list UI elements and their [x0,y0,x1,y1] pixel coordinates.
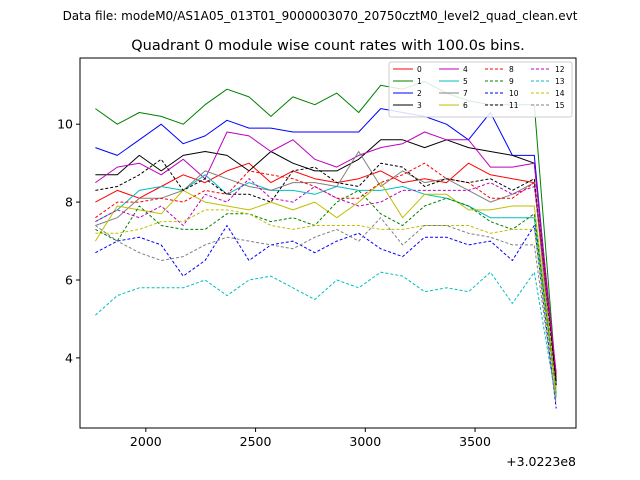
series-line-12 [95,178,557,374]
legend-label-10: 10 [509,89,519,98]
legend-label-0: 0 [417,65,422,74]
legend-label-6: 6 [463,101,468,110]
series-line-5 [95,174,557,393]
legend-label-15: 15 [555,101,565,110]
y-tick-label: 4 [65,350,73,365]
series-line-2 [95,108,557,386]
plot-area [79,57,577,429]
x-tick-label: 3000 [349,434,381,449]
series-line-3 [95,139,557,382]
legend-box [388,61,573,118]
legend-label-14: 14 [555,89,565,98]
x-tick-label: 2000 [130,434,162,449]
file-label: Data file: modeM0/AS1A05_013T01_90000030… [63,9,578,23]
series-line-13 [95,271,557,401]
series-line-6 [94,182,557,390]
series-line-0 [95,162,557,378]
y-tick-label: 8 [65,195,73,210]
legend-label-8: 8 [509,65,514,74]
x-tick-label: 3500 [459,434,491,449]
chart-title: Quadrant 0 module wise count rates with … [131,38,525,54]
legend-label-7: 7 [463,89,468,98]
x-axis: 2000 2500 3000 3500 [130,428,491,449]
legend-label-12: 12 [555,65,565,74]
series-line-9 [95,189,557,397]
y-tick-label: 10 [57,117,73,132]
x-offset-label: +3.0223e8 [506,454,576,469]
legend-label-11: 11 [509,101,519,110]
series-line-11 [95,158,557,386]
series-line-7 [95,151,557,397]
legend-label-3: 3 [417,101,422,110]
legend-label-5: 5 [463,77,468,86]
y-tick-label: 6 [65,273,73,288]
legend-label-4: 4 [463,65,468,74]
legend-label-1: 1 [417,77,422,86]
legend-label-9: 9 [509,77,514,86]
x-tick-label: 2500 [240,434,272,449]
legend-label-2: 2 [417,89,422,98]
series-line-4 [95,131,557,374]
series-line-10 [95,225,557,409]
series-line-15 [95,217,557,405]
legend-label-13: 13 [555,77,565,86]
y-axis: 4 6 8 10 [57,117,80,365]
